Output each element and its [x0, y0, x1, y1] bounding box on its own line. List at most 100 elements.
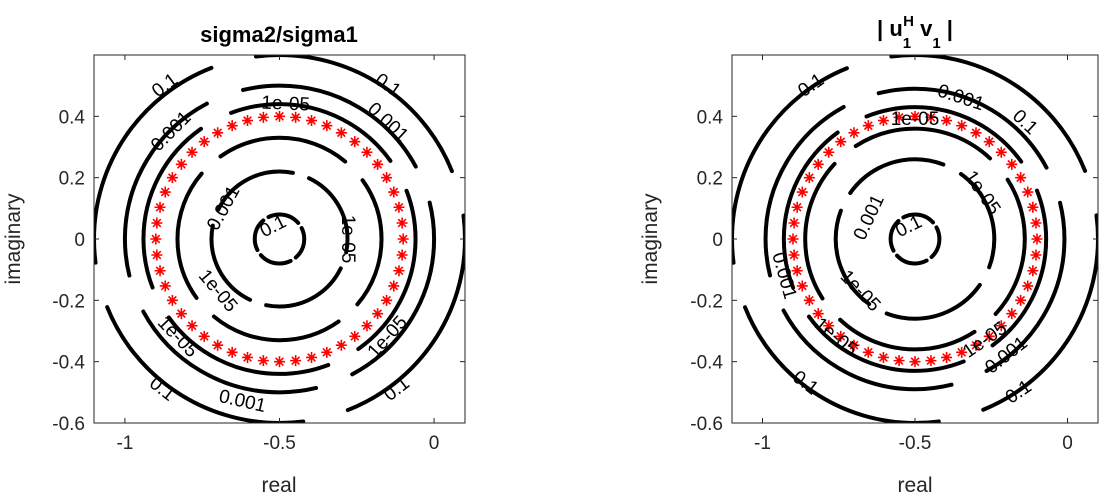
axis-ticks: -1 -0.5 0 -0.6 -0.4 -0.2 0 0.2 0.4 — [690, 55, 1098, 454]
marker-point — [198, 136, 210, 148]
contour-label: 0.001 — [767, 250, 800, 301]
marker-point — [151, 249, 163, 261]
marker-point — [787, 233, 799, 245]
y-tick-label: 0.4 — [59, 107, 86, 128]
marker-point — [321, 346, 333, 358]
marker-point — [956, 346, 968, 358]
marker-point — [186, 320, 198, 332]
marker-point — [862, 346, 874, 358]
marker-point — [159, 280, 171, 292]
marker-point — [995, 320, 1007, 332]
marker-point — [909, 356, 921, 368]
contour-label: 0.1 — [380, 373, 414, 406]
title-subscript: 1 — [932, 35, 940, 52]
marker-point — [970, 127, 982, 139]
marker-point — [823, 320, 835, 332]
marker-point — [393, 265, 405, 277]
marker-point — [175, 308, 187, 320]
y-axis-label: imaginary — [639, 193, 662, 285]
marker-point — [823, 146, 835, 158]
y-tick-label: -0.4 — [690, 353, 723, 374]
marker-point — [862, 120, 874, 132]
marker-point — [893, 355, 905, 367]
y-tick-label: 0.4 — [697, 107, 724, 128]
contour-line — [833, 157, 997, 321]
x-axis-label: real — [897, 474, 932, 497]
y-tick-label: 0 — [712, 230, 723, 251]
marker-point — [803, 294, 815, 306]
marker-point — [349, 330, 361, 342]
title-superscript: H — [903, 13, 914, 30]
contour-label: 1e-05 — [836, 266, 885, 316]
marker-point — [812, 158, 824, 170]
marker-point — [388, 186, 400, 198]
marker-point — [166, 172, 178, 184]
contour-line — [252, 212, 307, 266]
marker-point — [381, 172, 393, 184]
marker-point — [791, 265, 803, 277]
marker-point — [151, 217, 163, 229]
plot-title: sigma2/sigma1 — [200, 22, 358, 47]
marker-point — [274, 110, 285, 122]
y-tick-label: -0.6 — [52, 414, 85, 435]
marker-point — [835, 330, 847, 342]
y-tick-label: 0.2 — [697, 169, 723, 190]
x-tick-label: -0.5 — [899, 433, 932, 454]
marker-point — [1022, 186, 1034, 198]
marker-point — [212, 127, 224, 139]
y-tick-label: 0.2 — [59, 169, 85, 190]
marker-point — [306, 115, 318, 127]
y-tick-label: -0.2 — [690, 291, 723, 312]
marker-point — [941, 351, 953, 363]
marker-point — [803, 172, 815, 184]
marker-point — [1015, 294, 1027, 306]
marker-point — [796, 186, 808, 198]
x-tick-label: -0.5 — [263, 433, 296, 454]
marker-point — [788, 217, 800, 229]
marker-point — [995, 146, 1007, 158]
x-tick-label: 0 — [1062, 433, 1073, 454]
marker-point — [159, 186, 171, 198]
marker-point — [241, 351, 253, 363]
marker-point — [381, 294, 393, 306]
marker-point — [796, 280, 808, 292]
y-tick-label: 0 — [74, 230, 85, 251]
x-tick-label: -1 — [754, 433, 771, 454]
marker-point — [1030, 217, 1042, 229]
contour-line — [781, 105, 1049, 373]
marker-point — [186, 146, 198, 158]
marker-point — [306, 351, 318, 363]
marker-point — [396, 217, 408, 229]
marker-point — [349, 136, 361, 148]
marker-point — [893, 111, 905, 123]
marker-point — [290, 355, 302, 367]
marker-point — [241, 115, 253, 127]
marker-point — [154, 265, 166, 277]
marker-point — [925, 355, 937, 367]
marker-point — [226, 346, 238, 358]
marker-point — [1006, 158, 1018, 170]
title-part: | — [941, 16, 953, 41]
contour-line — [122, 83, 437, 395]
marker-point — [175, 158, 187, 170]
marker-point — [1022, 280, 1034, 292]
x-tick-label: -1 — [116, 433, 133, 454]
marker-point — [848, 127, 860, 139]
contour-lines — [732, 55, 1098, 423]
marker-point — [1027, 265, 1039, 277]
contour-label: 0.1 — [148, 69, 182, 102]
marker-point — [396, 249, 408, 261]
marker-series — [150, 110, 409, 368]
marker-point — [1031, 233, 1043, 245]
axis-ticks: -1 -0.5 0 -0.6 -0.4 -0.2 0 0.2 0.4 — [52, 55, 465, 454]
y-tick-label: -0.6 — [690, 414, 723, 435]
marker-point — [166, 294, 178, 306]
contour-label: 1e-05 — [960, 167, 1005, 219]
contour-label: 0.1 — [1008, 106, 1042, 139]
marker-point — [388, 280, 400, 292]
marker-point — [812, 308, 824, 320]
contour-label: 0.1 — [145, 373, 179, 406]
marker-point — [941, 115, 953, 127]
marker-point — [909, 110, 921, 122]
